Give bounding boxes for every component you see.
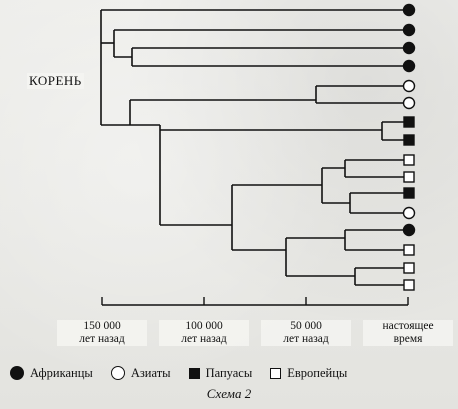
legend-label-european: Европейцы xyxy=(287,365,348,380)
legend: Африканцы Азиаты Папуасы Европейцы xyxy=(10,363,450,383)
leaf-black-circle-icon xyxy=(402,23,416,37)
leaf-white-circle-icon xyxy=(402,96,416,110)
leaf-black-square-icon xyxy=(403,134,415,146)
legend-item-papuan: Папуасы xyxy=(188,365,253,381)
axis-tick-label: настоящее время xyxy=(363,320,453,346)
legend-label-asian: Азиаты xyxy=(130,365,171,380)
white-square-icon xyxy=(270,367,282,379)
legend-label-african: Африканцы xyxy=(30,365,93,380)
tick-value: 150 000 xyxy=(83,320,121,332)
white-circle-icon xyxy=(110,366,125,380)
leaf-white-square-icon xyxy=(403,154,415,166)
leaf-white-square-icon xyxy=(403,262,415,274)
legend-item-asian: Азиаты xyxy=(110,365,171,381)
leaf-white-circle-icon xyxy=(402,79,416,93)
legend-item-european: Европейцы xyxy=(270,366,347,381)
tick-value: настоящее xyxy=(382,320,434,332)
tick-value: 50 000 xyxy=(290,320,322,332)
legend-label-papuan: Папуасы xyxy=(205,365,253,380)
tick-unit: лет назад xyxy=(283,333,329,345)
tick-unit: лет назад xyxy=(79,333,125,345)
leaf-black-square-icon xyxy=(403,116,415,128)
tick-unit: время xyxy=(393,333,423,345)
black-square-icon xyxy=(188,367,200,379)
figure-caption: Схема 2 xyxy=(206,386,252,401)
leaf-black-circle-icon xyxy=(402,3,416,17)
legend-item-african: Африканцы xyxy=(10,366,93,381)
leaf-black-square-icon xyxy=(403,187,415,199)
leaf-black-circle-icon xyxy=(402,41,416,55)
leaf-white-square-icon xyxy=(403,244,415,256)
axis-tick-label: 100 000 лет назад xyxy=(159,320,249,346)
leaf-white-circle-icon xyxy=(402,206,416,220)
axis-tick-label: 150 000 лет назад xyxy=(57,320,147,346)
black-circle-icon xyxy=(10,366,24,380)
leaf-black-circle-icon xyxy=(402,223,416,237)
leaf-white-square-icon xyxy=(403,279,415,291)
tick-value: 100 000 xyxy=(185,320,223,332)
tick-unit: лет назад xyxy=(181,333,227,345)
axis-tick-label: 50 000 лет назад xyxy=(261,320,351,346)
leaf-black-circle-icon xyxy=(402,59,416,73)
root-label: КОРЕНЬ xyxy=(27,73,84,89)
leaf-white-square-icon xyxy=(403,171,415,183)
